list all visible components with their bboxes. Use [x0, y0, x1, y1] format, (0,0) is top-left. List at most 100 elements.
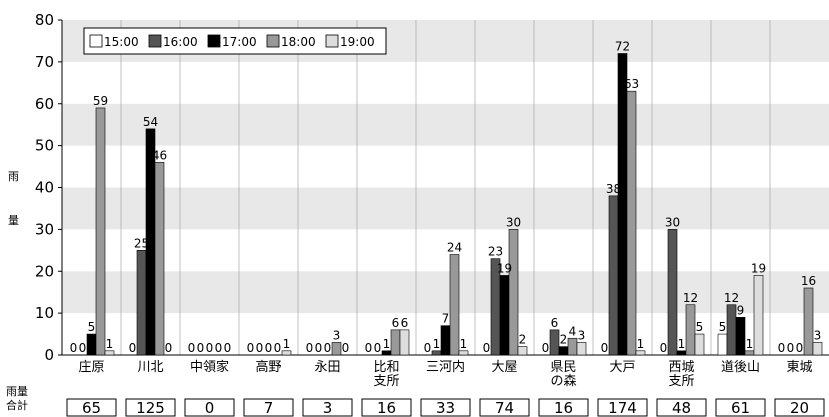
total-box	[538, 398, 589, 417]
data-label: 12	[683, 291, 698, 305]
total-value: 65	[82, 399, 101, 417]
y-tick-label: 30	[35, 220, 54, 238]
data-label: 0	[315, 341, 323, 355]
total-box	[361, 398, 412, 417]
bar	[549, 329, 560, 356]
data-label: 0	[197, 341, 205, 355]
grid-band	[62, 187, 829, 230]
grid-band	[62, 61, 829, 104]
bar	[635, 350, 646, 356]
bar	[86, 333, 97, 356]
bar	[744, 350, 755, 356]
bar	[685, 304, 696, 356]
data-label: 25	[134, 236, 149, 250]
category-label: 東城	[786, 359, 812, 375]
total-box	[597, 398, 648, 417]
bar	[431, 350, 442, 356]
legend-swatch	[266, 34, 280, 48]
legend-label: 18:00	[281, 35, 316, 49]
data-label: 6	[392, 316, 400, 330]
data-label: 1	[678, 337, 686, 351]
bar	[399, 329, 410, 356]
category-label: 県民	[550, 360, 576, 375]
category-label: の森	[550, 374, 576, 389]
bar	[558, 346, 569, 356]
data-label: 3	[333, 328, 341, 342]
data-label: 54	[143, 115, 158, 129]
data-label: 1	[283, 337, 291, 351]
bar	[617, 53, 628, 356]
data-label: 0	[70, 341, 78, 355]
data-label: 0	[796, 341, 804, 355]
bar	[154, 162, 165, 356]
bar	[95, 107, 106, 356]
data-label: 24	[447, 241, 462, 255]
y-tick-label: 60	[35, 95, 54, 113]
data-label: 0	[188, 341, 196, 355]
legend-swatch	[325, 34, 339, 48]
data-label: 1	[460, 337, 468, 351]
legend-label: 16:00	[163, 35, 198, 49]
data-label: 5	[696, 320, 704, 334]
bar	[667, 229, 678, 356]
data-label: 3	[814, 328, 822, 342]
category-label: 道後山	[721, 360, 760, 375]
data-label: 72	[615, 40, 630, 54]
category-label: 永田	[314, 360, 340, 375]
data-label: 4	[569, 324, 577, 338]
y-tick-label: 70	[35, 53, 54, 71]
grid-band	[62, 271, 829, 314]
data-label: 0	[206, 341, 214, 355]
data-label: 6	[551, 316, 559, 330]
category-label: 三河内	[426, 359, 465, 375]
bar	[803, 287, 814, 356]
totals-row-label: 雨量	[6, 385, 28, 398]
bar	[735, 317, 746, 356]
y-tick-label: 0	[44, 346, 54, 364]
data-label: 63	[624, 77, 639, 91]
legend-label: 19:00	[340, 35, 375, 49]
total-value: 16	[554, 399, 573, 417]
data-label: 0	[542, 341, 550, 355]
data-label: 1	[383, 337, 391, 351]
total-box	[774, 398, 825, 417]
data-label: 0	[483, 341, 491, 355]
category-label: 川北	[137, 360, 163, 375]
bar	[717, 333, 728, 356]
data-label: 59	[93, 94, 108, 108]
data-label: 0	[224, 341, 232, 355]
axes	[61, 20, 829, 356]
bar	[499, 275, 510, 356]
legend-swatch	[89, 34, 103, 48]
data-label: 0	[424, 341, 432, 355]
data-label: 0	[79, 341, 87, 355]
total-box	[420, 398, 471, 417]
data-label: 9	[737, 303, 745, 317]
total-value: 7	[264, 399, 274, 417]
data-label: 0	[265, 341, 273, 355]
data-label: 0	[601, 341, 609, 355]
category-label: 支所	[373, 374, 399, 389]
total-box	[479, 398, 530, 417]
total-value: 74	[495, 399, 514, 417]
data-label: 0	[165, 341, 173, 355]
legend-label: 15:00	[104, 35, 139, 49]
data-label: 1	[746, 337, 754, 351]
data-label: 0	[274, 341, 282, 355]
data-label: 38	[606, 182, 621, 196]
bar	[626, 90, 637, 356]
category-label: 大戸	[609, 360, 635, 375]
totals-row-label: 合計	[6, 398, 28, 412]
data-label: 19	[497, 261, 512, 275]
data-label: 0	[256, 341, 264, 355]
data-label: 7	[442, 312, 450, 326]
bar	[812, 342, 823, 356]
bar	[726, 304, 737, 356]
data-label: 0	[215, 341, 223, 355]
data-label: 0	[778, 341, 786, 355]
legend-swatch	[207, 34, 221, 48]
total-box	[656, 398, 707, 417]
total-box	[66, 398, 117, 417]
data-label: 0	[365, 341, 373, 355]
